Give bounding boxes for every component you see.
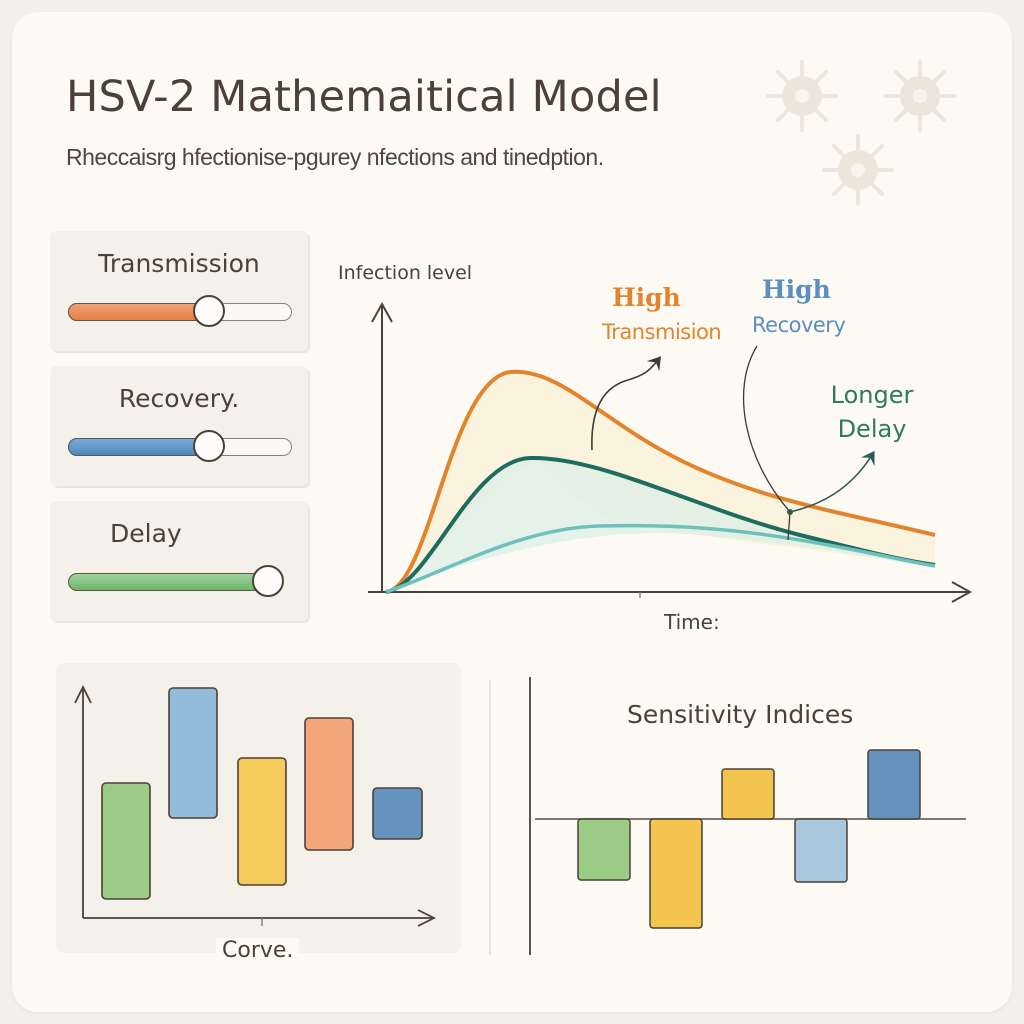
sensitivity-title: Sensitivity Indices [627, 700, 854, 729]
high-transmission-curve [385, 369, 936, 594]
annotation-recovery-text: Recovery [752, 313, 846, 337]
y-axis-label: Infection level [338, 262, 473, 284]
transmission-slider[interactable] [68, 295, 292, 327]
virus-icon [822, 134, 894, 206]
sensitivity-bar [867, 749, 921, 820]
sensitivity-bar [794, 818, 848, 883]
sensitivity-bar [649, 818, 703, 929]
transmission-slider-knob[interactable] [193, 295, 225, 327]
recovery-slider[interactable] [68, 430, 292, 462]
bar [237, 757, 287, 886]
bar [168, 687, 218, 819]
delay-slider-knob[interactable] [252, 565, 284, 597]
delay-arrow [789, 450, 875, 513]
transmission-arrow [591, 356, 661, 451]
transmission-control: Transmission [50, 231, 308, 351]
delay-label: Delay [110, 519, 182, 548]
annotation-transmission-text: Transmision [602, 320, 722, 344]
recovery-control: Recovery. [50, 366, 308, 486]
sensitivity-bar [577, 818, 631, 881]
sensitivity-bar [721, 768, 775, 820]
recovery-slider-knob[interactable] [193, 430, 225, 462]
page-subtitle: Rheccaisrg hfectionise-pgurey nfections … [66, 144, 604, 170]
high-recovery-curve [385, 523, 936, 594]
bar [304, 717, 354, 851]
recovery-label: Recovery. [118, 384, 240, 413]
delay-control: Delay [50, 501, 308, 621]
transmission-label: Transmission [98, 249, 260, 278]
page-title: HSV-2 Mathemaitical Model [66, 72, 662, 122]
recovery-arrow [742, 345, 791, 541]
bar [372, 787, 423, 840]
bar [101, 782, 151, 900]
virus-icon [766, 60, 838, 132]
annotation-delay-text: Longer Delay [830, 381, 914, 443]
annotation-transmission-title: High [612, 283, 681, 312]
virus-icon [884, 60, 956, 132]
x-axis-label: Time: [664, 610, 720, 634]
curve-x-label: Corve. [216, 938, 300, 963]
delay-slider[interactable] [68, 565, 292, 597]
annotation-recovery-title: High [762, 275, 831, 304]
